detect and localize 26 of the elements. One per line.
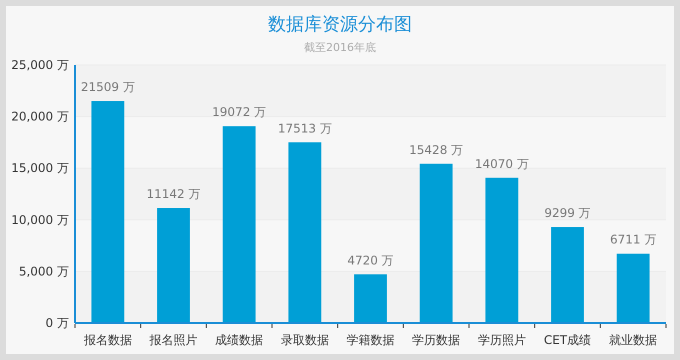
x-tick-label: 学历数据 (412, 333, 460, 347)
data-label: 9299 万 (544, 206, 591, 220)
x-tick-label: 报名照片 (148, 333, 198, 347)
x-tick-label: CET成绩 (544, 333, 592, 347)
y-tick-label: 10,000 万 (11, 212, 69, 227)
x-tick-label: 成绩数据 (215, 333, 264, 347)
data-label: 19072 万 (212, 105, 266, 120)
data-label: 14070 万 (474, 156, 529, 171)
y-tick-label: 20,000 万 (11, 110, 69, 124)
data-label: 11142 万 (146, 187, 200, 202)
data-label: 17513 万 (278, 121, 332, 136)
data-label: 6711 万 (610, 232, 656, 247)
data-label: 21509 万 (80, 80, 135, 94)
data-label: 15428 万 (409, 142, 464, 157)
x-tick-label: 录取数据 (280, 333, 329, 347)
x-tick-label: 学历照片 (478, 333, 526, 347)
y-tick-label: 0 万 (46, 316, 69, 330)
chart-subtitle: 截至2016年底 (304, 41, 376, 54)
x-tick-label: 报名数据 (82, 333, 132, 347)
chart-title: 数据库资源分布图 (268, 14, 412, 35)
x-tick-label: 就业数据 (609, 333, 658, 347)
data-label: 4720 万 (347, 253, 394, 268)
y-tick-label: 25,000 万 (11, 58, 69, 72)
x-tick-label: 学籍数据 (346, 333, 394, 347)
y-tick-label: 15,000 万 (11, 161, 69, 176)
y-tick-label: 5,000 万 (18, 264, 69, 278)
